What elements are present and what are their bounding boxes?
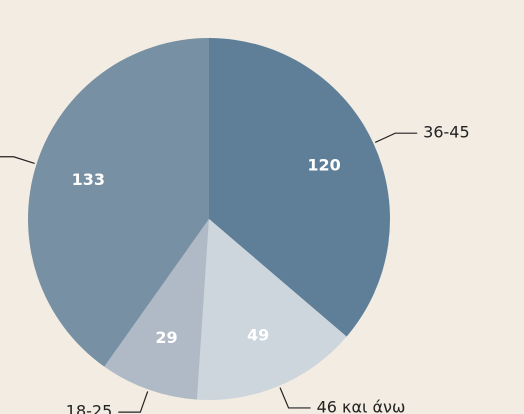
value-label: 49: [247, 325, 269, 344]
pie-slice: [27, 38, 209, 367]
pie-slice: [196, 219, 347, 401]
leader-line: [279, 387, 311, 409]
value-label: 133: [72, 170, 105, 189]
pie-slice: [104, 219, 209, 400]
category-label: 18-25: [66, 402, 113, 414]
pie-slice: [209, 38, 391, 337]
value-label: 29: [155, 328, 177, 347]
category-label: 46 και άνω: [317, 397, 406, 414]
value-label: 120: [307, 155, 340, 174]
leader-line: [374, 132, 418, 143]
leader-line: [0, 156, 35, 165]
category-label: 36-45: [423, 123, 470, 142]
leader-line: [118, 391, 149, 413]
